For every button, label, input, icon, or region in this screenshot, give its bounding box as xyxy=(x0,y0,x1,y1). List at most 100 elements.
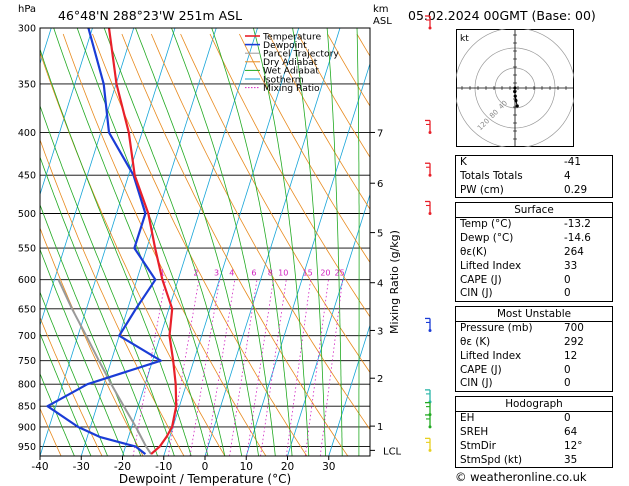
stat-label: CIN (J) xyxy=(460,287,493,300)
stat-row: EH 0 xyxy=(456,412,612,426)
stat-row: CAPE (J) 0 xyxy=(456,364,612,378)
hodograph-ring-label: 40 xyxy=(497,99,509,111)
plot-frame xyxy=(39,27,371,457)
stat-row: CIN (J) 0 xyxy=(456,377,612,391)
pressure-tick-label: 400 xyxy=(18,128,36,139)
wet-adiabat-line xyxy=(326,28,343,456)
stat-label: Pressure (mb) xyxy=(460,322,533,335)
wet-adiabat-line xyxy=(135,28,259,456)
x-axis-label: Dewpoint / Temperature (°C) xyxy=(119,472,291,486)
legend-entry: Dry Adiabat xyxy=(263,57,318,68)
stat-row: Lifted Index 33 xyxy=(456,260,612,274)
isotherm-line xyxy=(245,62,370,456)
wet-adiabat-line xyxy=(40,332,92,456)
wet-adiabat-line xyxy=(40,248,125,456)
wet-adiabat-line xyxy=(40,155,158,456)
mixing-ratio-label: 25 xyxy=(334,269,344,278)
stat-row: θε(K) 264 xyxy=(456,246,612,260)
chart-header: 46°48'N 288°23'W 251m ASL 05.02.2024 00G… xyxy=(0,0,629,28)
hodograph-point xyxy=(513,86,517,90)
dry-adiabat-line xyxy=(40,138,185,456)
km-unit-label: km xyxy=(373,4,389,15)
pressure-tick-label: 500 xyxy=(18,209,36,220)
stat-value: 700 xyxy=(564,322,584,335)
legend-entry: Parcel Trajectory xyxy=(263,49,339,60)
stat-row: CIN (J) 0 xyxy=(456,287,612,301)
stat-label: θε (K) xyxy=(460,335,491,348)
dry-adiabat-line xyxy=(268,33,370,210)
x-tick-label: -40 xyxy=(31,461,48,473)
stat-label: Lifted Index xyxy=(460,349,522,362)
stat-row: Totals Totals 4 xyxy=(456,170,612,184)
wet-adiabat-line xyxy=(76,28,226,456)
dry-adiabat-line xyxy=(150,33,370,431)
stat-label: StmSpd (kt) xyxy=(460,453,523,466)
stat-label: PW (cm) xyxy=(460,183,504,196)
surface-title: Surface xyxy=(456,203,612,219)
stat-label: Temp (°C) xyxy=(460,218,512,231)
hodograph-ring-label: 80 xyxy=(488,108,500,120)
pressure-tick-label: 850 xyxy=(18,402,36,413)
km-tick-label: 1 xyxy=(377,422,383,433)
stat-value: 0.29 xyxy=(564,183,588,196)
stat-label: CAPE (J) xyxy=(460,273,502,286)
pressure-tick-label: 900 xyxy=(18,422,36,433)
isotherm-line xyxy=(122,28,258,456)
stat-value: 0 xyxy=(564,412,571,425)
mixing-ratio-axis-label: Mixing Ratio (g/kg) xyxy=(388,230,401,334)
copyright-text: © weatheronline.co.uk xyxy=(455,470,587,484)
wet-adiabat-line xyxy=(171,28,276,456)
x-tick-label: -20 xyxy=(114,461,131,473)
wet-adiabat-line xyxy=(53,28,209,456)
isotherm-line xyxy=(40,28,52,65)
stat-row: CAPE (J) 0 xyxy=(456,274,612,288)
wind-barb-icon xyxy=(428,173,432,177)
dry-adiabat-line xyxy=(121,33,349,456)
surface-table: Surface Temp (°C) -13.2 Dewp (°C) -14.6 θε(K… xyxy=(455,202,613,303)
x-tick-label: -30 xyxy=(73,461,90,473)
mixing-ratio-line xyxy=(205,279,236,456)
pressure-tick-label: 800 xyxy=(18,380,36,391)
hodograph-stats-title: Hodograph xyxy=(456,397,612,413)
hodograph-kt-label: kt xyxy=(460,34,469,44)
stat-value: 264 xyxy=(564,245,584,258)
stat-value: 0 xyxy=(564,377,571,390)
stat-row: StmDir 12° xyxy=(456,440,612,454)
stat-row: K -41 xyxy=(456,156,612,170)
stat-row: Pressure (mb) 700 xyxy=(456,322,612,336)
km-tick-label: 6 xyxy=(377,179,383,190)
pressure-tick-label: 300 xyxy=(18,24,36,35)
asl-unit-label: ASL xyxy=(373,16,392,27)
legend-entry: Isotherm xyxy=(263,74,304,85)
wind-barb-icon xyxy=(428,448,432,452)
mixing-ratio-line xyxy=(246,279,274,456)
stat-label: Dewp (°C) xyxy=(460,232,514,245)
mixing-ratio-label: 15 xyxy=(303,269,313,278)
indices-table: K -41 Totals Totals 4 PW (cm) 0.29 xyxy=(455,155,613,199)
mixing-ratio-line xyxy=(167,279,200,456)
km-tick-label: 5 xyxy=(377,229,383,240)
isotherm-line xyxy=(0,28,10,456)
dry-adiabat-line xyxy=(209,33,370,318)
datetime-title: 05.02.2024 00GMT (Base: 00) xyxy=(408,8,596,23)
x-tick-label: 30 xyxy=(322,461,335,473)
mixing-ratio-line xyxy=(229,279,258,456)
stats-panel: K -41 Totals Totals 4 PW (cm) 0.29 Surface Te… xyxy=(455,155,613,472)
stat-value: 64 xyxy=(564,425,578,438)
stat-value: -13.2 xyxy=(564,218,591,231)
km-tick-label: 4 xyxy=(377,279,383,290)
legend-entry: Wet Adiabat xyxy=(263,66,319,77)
wet-adiabat-line xyxy=(253,28,310,456)
x-tick-label: 10 xyxy=(240,461,253,473)
dry-adiabat-line xyxy=(239,33,370,264)
wind-barb-icon xyxy=(428,26,432,30)
wet-adiabat-line xyxy=(40,203,142,456)
stat-label: StmDir xyxy=(460,439,496,452)
legend-entry: Temperature xyxy=(262,31,322,42)
x-tick-label: -10 xyxy=(155,461,172,473)
wet-adiabat-line xyxy=(40,372,75,456)
stat-label: Lifted Index xyxy=(460,259,522,272)
pressure-tick-label: 700 xyxy=(18,331,36,342)
stat-value: 0 xyxy=(564,287,571,300)
